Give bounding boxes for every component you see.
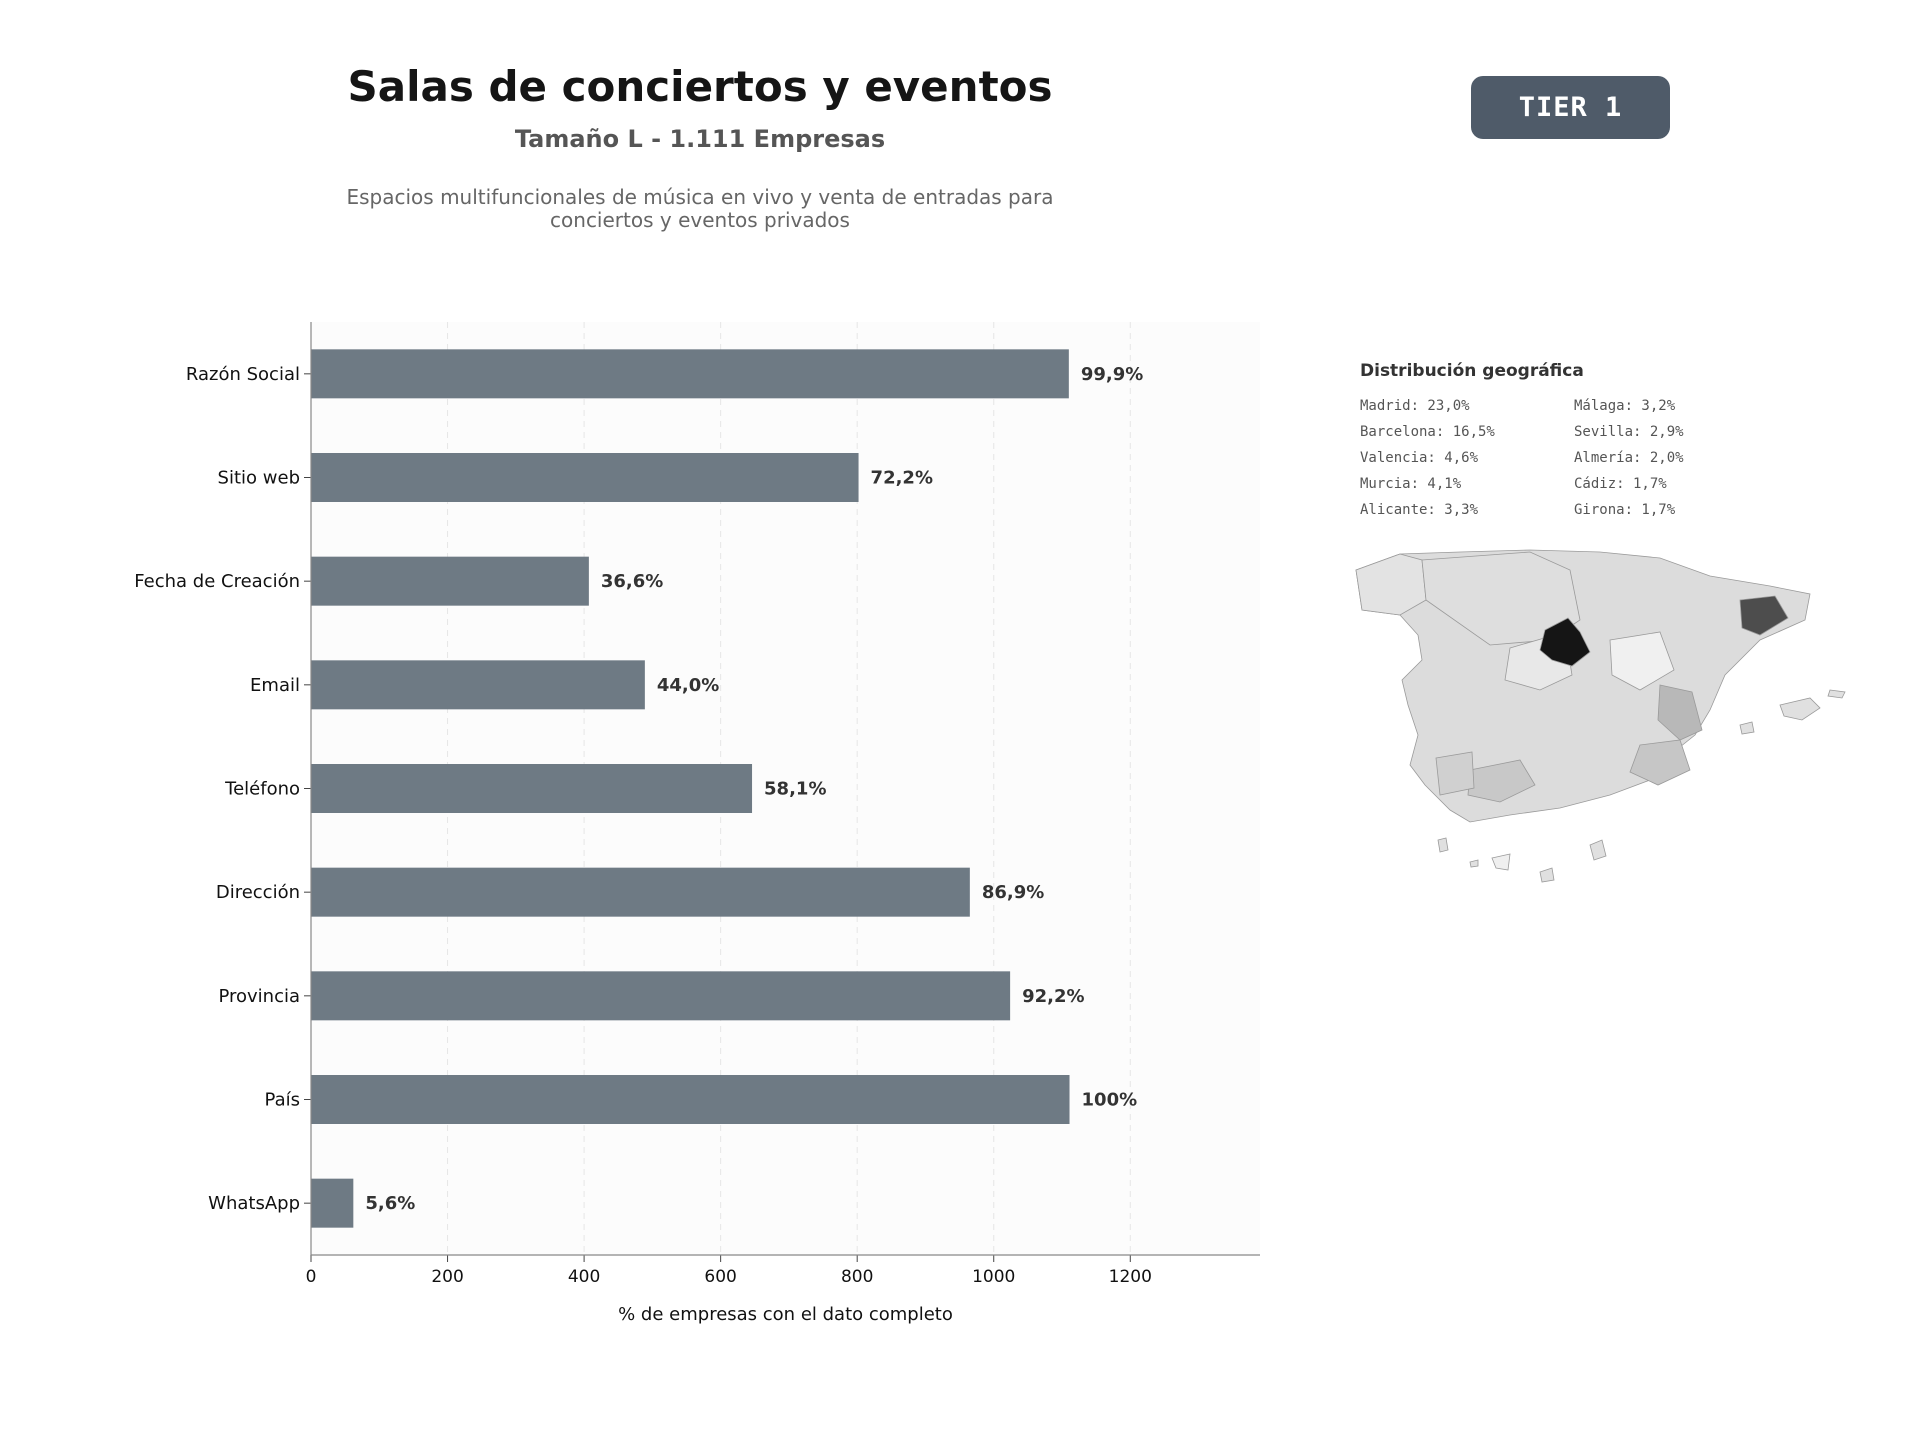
geo-item: Barcelona: 16,5% xyxy=(1360,424,1495,440)
category-label: Sitio web xyxy=(218,468,300,489)
geo-title: Distribución geográfica xyxy=(1360,361,1584,381)
category-label: Razón Social xyxy=(186,364,300,385)
geo-item: Sevilla: 2,9% xyxy=(1574,424,1684,440)
category-label: Fecha de Creación xyxy=(134,571,300,592)
page-description: Espacios multifuncionales de música en v… xyxy=(346,185,1054,232)
data-label: 99,9% xyxy=(1081,364,1143,385)
bar xyxy=(311,556,589,606)
map-region-madrid xyxy=(1539,617,1591,667)
map-island-mallorca xyxy=(1779,697,1821,721)
map-region-sevilla xyxy=(1435,751,1475,796)
geo-item: Girona: 1,7% xyxy=(1574,502,1676,518)
page-title: Salas de conciertos y eventos xyxy=(347,62,1053,111)
map-region-valencia xyxy=(1657,684,1703,741)
category-label: País xyxy=(265,1090,300,1111)
data-label: 86,9% xyxy=(982,882,1044,903)
map-region-barcelona xyxy=(1739,595,1789,636)
map-canarias-2 xyxy=(1491,853,1511,871)
map-canarias-5 xyxy=(1437,837,1449,853)
map-regions xyxy=(1355,549,1846,883)
x-tick-label: 800 xyxy=(841,1267,873,1287)
geo-item: Madrid: 23,0% xyxy=(1360,398,1470,414)
bar xyxy=(311,971,1011,1021)
spain-map xyxy=(1355,549,1846,883)
bar xyxy=(311,453,859,502)
geo-item: Valencia: 4,6% xyxy=(1360,450,1479,466)
x-tick-label: 400 xyxy=(568,1267,600,1287)
data-label: 58,1% xyxy=(764,779,826,800)
map-canarias-1 xyxy=(1589,839,1607,861)
map-region-murcia xyxy=(1629,739,1691,786)
map-island-ibiza xyxy=(1739,721,1755,735)
tier-badge: TIER 1 xyxy=(1471,76,1670,139)
page-subtitle: Tamaño L - 1.111 Empresas xyxy=(514,125,886,153)
map-canarias-4 xyxy=(1469,859,1479,868)
category-label: Teléfono xyxy=(224,779,300,800)
data-label: 36,6% xyxy=(601,571,663,592)
x-tick-label: 200 xyxy=(431,1267,463,1287)
geo-item: Almería: 2,0% xyxy=(1574,450,1684,466)
data-label: 72,2% xyxy=(871,468,933,489)
category-label: WhatsApp xyxy=(208,1193,300,1214)
map-region-malaga xyxy=(1467,759,1536,803)
geo-list: Madrid: 23,0% Barcelona: 16,5% Valencia:… xyxy=(1360,398,1800,528)
bar xyxy=(311,660,645,710)
category-label: Provincia xyxy=(218,986,300,1007)
data-label: 100% xyxy=(1082,1090,1138,1111)
geo-item: Alicante: 3,3% xyxy=(1360,502,1479,518)
x-axis-label: % de empresas con el dato completo xyxy=(618,1304,953,1325)
bar xyxy=(311,764,753,813)
category-label: Dirección xyxy=(216,882,300,903)
map-region-cuenca xyxy=(1609,631,1675,691)
x-tick-label: 600 xyxy=(704,1267,736,1287)
bar xyxy=(311,867,970,917)
x-tick-label: 1200 xyxy=(1109,1267,1152,1287)
map-island-menorca xyxy=(1827,689,1846,699)
category-label: Email xyxy=(250,675,300,696)
bar xyxy=(311,1075,1070,1124)
data-label: 44,0% xyxy=(657,675,719,696)
x-tick-label: 0 xyxy=(306,1267,317,1287)
geo-item: Málaga: 3,2% xyxy=(1574,398,1676,414)
bar xyxy=(311,349,1069,399)
x-tick-label: 1000 xyxy=(972,1267,1015,1287)
map-region-galicia xyxy=(1355,553,1427,616)
data-label: 92,2% xyxy=(1022,986,1084,1007)
geo-item: Cádiz: 1,7% xyxy=(1574,476,1667,492)
data-label: 5,6% xyxy=(365,1193,415,1214)
map-canarias-3 xyxy=(1539,867,1555,883)
geo-item: Murcia: 4,1% xyxy=(1360,476,1462,492)
bar xyxy=(311,1178,354,1228)
